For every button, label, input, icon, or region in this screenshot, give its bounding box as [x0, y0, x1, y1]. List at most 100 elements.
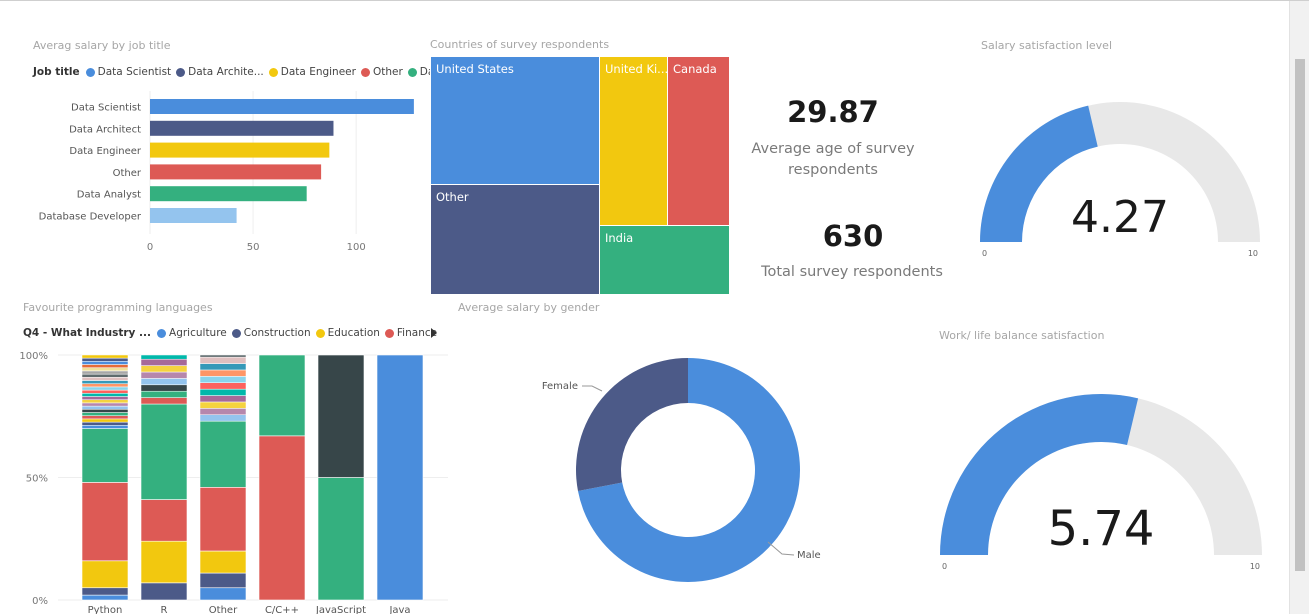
stack-segment: [81, 409, 129, 413]
stack-segment: [199, 487, 247, 552]
gauge-min-label: 0: [942, 562, 947, 571]
donut-slice: [577, 358, 800, 582]
x-tick-label: Other: [209, 605, 238, 614]
scrollbar-thumb[interactable]: [1295, 59, 1305, 571]
x-tick-label: Java: [388, 605, 410, 614]
stack-segment: [81, 587, 129, 596]
stack-segment: [140, 499, 188, 542]
treemap-label: Other: [436, 190, 469, 204]
legend-label: Data Engineer: [280, 66, 356, 78]
stack-segment: [81, 380, 129, 384]
gender-title: Average salary by gender: [458, 301, 600, 314]
stack-segment: [140, 365, 188, 373]
stack-segment: [81, 383, 129, 388]
worklife-gauge: 5.74 0 10: [940, 394, 1262, 571]
treemap-label: United States: [436, 62, 514, 76]
stack-segment: [81, 418, 129, 423]
legend-item[interactable]: Other: [360, 66, 403, 78]
gauge-max-label: 10: [1248, 249, 1258, 258]
job-title-legend: Job title Data Scientist Data Archite... D…: [33, 66, 492, 78]
gauge-fill: [940, 394, 1139, 555]
stack-segment: [81, 428, 129, 483]
legend-label: Data Scientist: [97, 66, 172, 78]
stack-segment: [81, 370, 129, 375]
stack-segment: [81, 361, 129, 365]
legend-label: Finance: [396, 327, 438, 339]
total-respondents-label: Total survey respondents: [761, 264, 943, 280]
y-tick-label: 100%: [19, 351, 48, 362]
salary-by-job-chart: 0 50 100 Data Scientist Data Architect Data E…: [39, 91, 414, 253]
stack-segment: [199, 587, 247, 601]
countries-treemap: United States Other United Ki... Canada …: [430, 56, 730, 295]
treemap-cell[interactable]: Other: [430, 184, 600, 295]
stack-segment: [81, 482, 129, 562]
bar: [150, 186, 307, 202]
avg-age-value: 29.87: [787, 95, 879, 129]
stack-segment: [81, 396, 129, 400]
legend-label: Construction: [243, 327, 311, 339]
stack-segment: [81, 386, 129, 391]
vertical-scrollbar[interactable]: [1289, 1, 1309, 614]
slice-label: Female: [542, 381, 578, 392]
stack-segment: [376, 354, 424, 601]
category-label: Data Architect: [69, 124, 141, 135]
stack-segment: [81, 405, 129, 410]
stack-segment: [199, 363, 247, 371]
x-tick-label: 100: [347, 242, 366, 253]
stack-segment: [317, 477, 365, 601]
legend-label: Other: [372, 66, 403, 78]
legend-item[interactable]: Education: [315, 327, 380, 339]
treemap-label: United Ki...: [605, 62, 668, 76]
bar: [150, 142, 330, 158]
legend-item[interactable]: Agriculture: [157, 327, 227, 339]
stack-segment: [199, 401, 247, 409]
legend-item[interactable]: Data Archite...: [176, 66, 264, 78]
total-respondents-value: 630: [822, 219, 884, 253]
legend-item[interactable]: Data Scientist: [85, 66, 172, 78]
x-tick-label: Python: [88, 605, 123, 614]
bar: [150, 99, 414, 114]
stack-segment: [81, 399, 129, 404]
x-tick-label: 50: [247, 242, 260, 253]
stack-segment: [81, 412, 129, 416]
treemap-cell[interactable]: United Ki...: [599, 56, 668, 226]
legend-dot-icon: [384, 328, 394, 338]
stack-segment: [140, 371, 188, 379]
x-tick-label: C/C++: [265, 605, 299, 614]
salary-by-job-title: Averag salary by job title: [33, 39, 171, 52]
category-label: Other: [113, 168, 142, 179]
stack-segment: [140, 358, 188, 366]
legend-dot-icon: [407, 67, 417, 77]
stack-segment: [81, 389, 129, 394]
legend-item[interactable]: Data Engineer: [268, 66, 356, 78]
stack-segment: [199, 550, 247, 574]
legend-item[interactable]: Construction: [231, 327, 311, 339]
stack-segment: [81, 364, 129, 368]
stack-segment: [81, 373, 129, 378]
treemap-label: India: [605, 231, 634, 245]
legend-item[interactable]: Finance: [384, 327, 438, 339]
stack-segment: [81, 377, 129, 381]
x-tick-label: JavaScript: [315, 605, 366, 614]
stack-segment: [81, 415, 129, 420]
stack-segment: [81, 393, 129, 397]
x-tick-label: 0: [147, 242, 153, 253]
legend-dot-icon: [315, 328, 325, 338]
legend-next-arrow-icon[interactable]: [431, 328, 437, 338]
y-tick-label: 0%: [32, 596, 48, 607]
stack-segment: [140, 540, 188, 584]
gauge-fill: [980, 105, 1098, 242]
languages-title: Favourite programming languages: [23, 301, 213, 314]
treemap-cell[interactable]: India: [599, 225, 730, 295]
bar: [150, 120, 334, 136]
legend-dot-icon: [360, 67, 370, 77]
stack-segment: [317, 354, 365, 478]
legend-label: Agriculture: [169, 327, 227, 339]
leader-line: [767, 541, 795, 556]
gauge-min-label: 0: [982, 249, 987, 258]
treemap-cell[interactable]: United States: [430, 56, 600, 185]
legend-label: Data Archite...: [188, 66, 264, 78]
gender-donut-chart: Male Female: [542, 358, 821, 582]
treemap-cell[interactable]: Canada: [667, 56, 730, 226]
x-tick-label: R: [161, 605, 168, 614]
